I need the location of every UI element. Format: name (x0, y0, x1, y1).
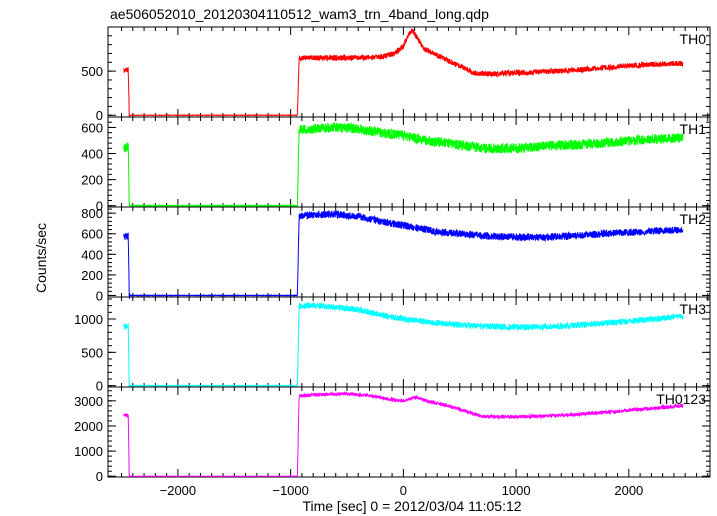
y-tick-label: 0 (96, 379, 103, 394)
panel-frame (107, 116, 711, 208)
y-tick-label: 600 (81, 227, 103, 242)
y-tick-label: 1000 (74, 444, 103, 459)
y-axis-label: Counts/sec (33, 223, 49, 293)
y-tick-label: 0 (96, 108, 103, 123)
x-axis-label: Time [sec] 0 = 2012/03/04 11:05:12 (302, 498, 521, 514)
x-axis: −2000 −1000 0 1000 2000 (160, 483, 644, 498)
y-tick-label: 200 (81, 268, 103, 283)
x-tick-label: −2000 (160, 483, 197, 498)
series-th1 (123, 121, 684, 208)
panels: 0 500 TH0 0 200 400 600 TH1 0 200 400 600 800 TH2 0 500… (74, 26, 711, 484)
y-tick-label: 600 (81, 120, 103, 135)
y-tick-label: 400 (81, 147, 103, 162)
panel-label: TH0 (680, 31, 707, 47)
y-tick-label: 0 (96, 469, 103, 484)
panel-frame (107, 206, 711, 298)
series-th0123 (123, 390, 684, 479)
series-th3 (123, 301, 684, 388)
panel-label: TH3 (680, 301, 707, 317)
panel-label: TH1 (680, 121, 707, 137)
panel-frame (107, 26, 711, 118)
y-tick-label: 0 (96, 288, 103, 303)
panel-th3: 0 500 1000 TH3 (74, 296, 711, 394)
panel-label: TH0123 (656, 391, 706, 407)
x-tick-label: 0 (400, 483, 407, 498)
x-tick-label: −1000 (272, 483, 309, 498)
y-tick-label: 200 (81, 173, 103, 188)
panel-frame (107, 386, 711, 478)
y-tick-label: 500 (81, 64, 103, 79)
y-tick-label: 400 (81, 247, 103, 262)
panel-th0: 0 500 TH0 (81, 26, 711, 123)
x-tick-label: 1000 (502, 483, 531, 498)
y-tick-label: 0 (96, 199, 103, 214)
y-tick-label: 500 (81, 345, 103, 360)
panel-th2: 0 200 400 600 800 TH2 (81, 206, 711, 303)
chart-title: ae506052010_20120304110512_wam3_trn_4ban… (110, 6, 489, 22)
x-tick-label: 2000 (614, 483, 643, 498)
panel-th0123: 0 1000 2000 3000 TH0123 (74, 386, 711, 484)
y-tick-label: 1000 (74, 312, 103, 327)
series-th2 (123, 209, 684, 299)
y-tick-label: 800 (81, 206, 103, 221)
y-tick-label: 3000 (74, 394, 103, 409)
panel-frame (107, 296, 711, 388)
panel-label: TH2 (680, 211, 707, 227)
panel-th1: 0 200 400 600 TH1 (81, 116, 711, 214)
series-th0 (123, 28, 684, 118)
y-tick-label: 2000 (74, 419, 103, 434)
